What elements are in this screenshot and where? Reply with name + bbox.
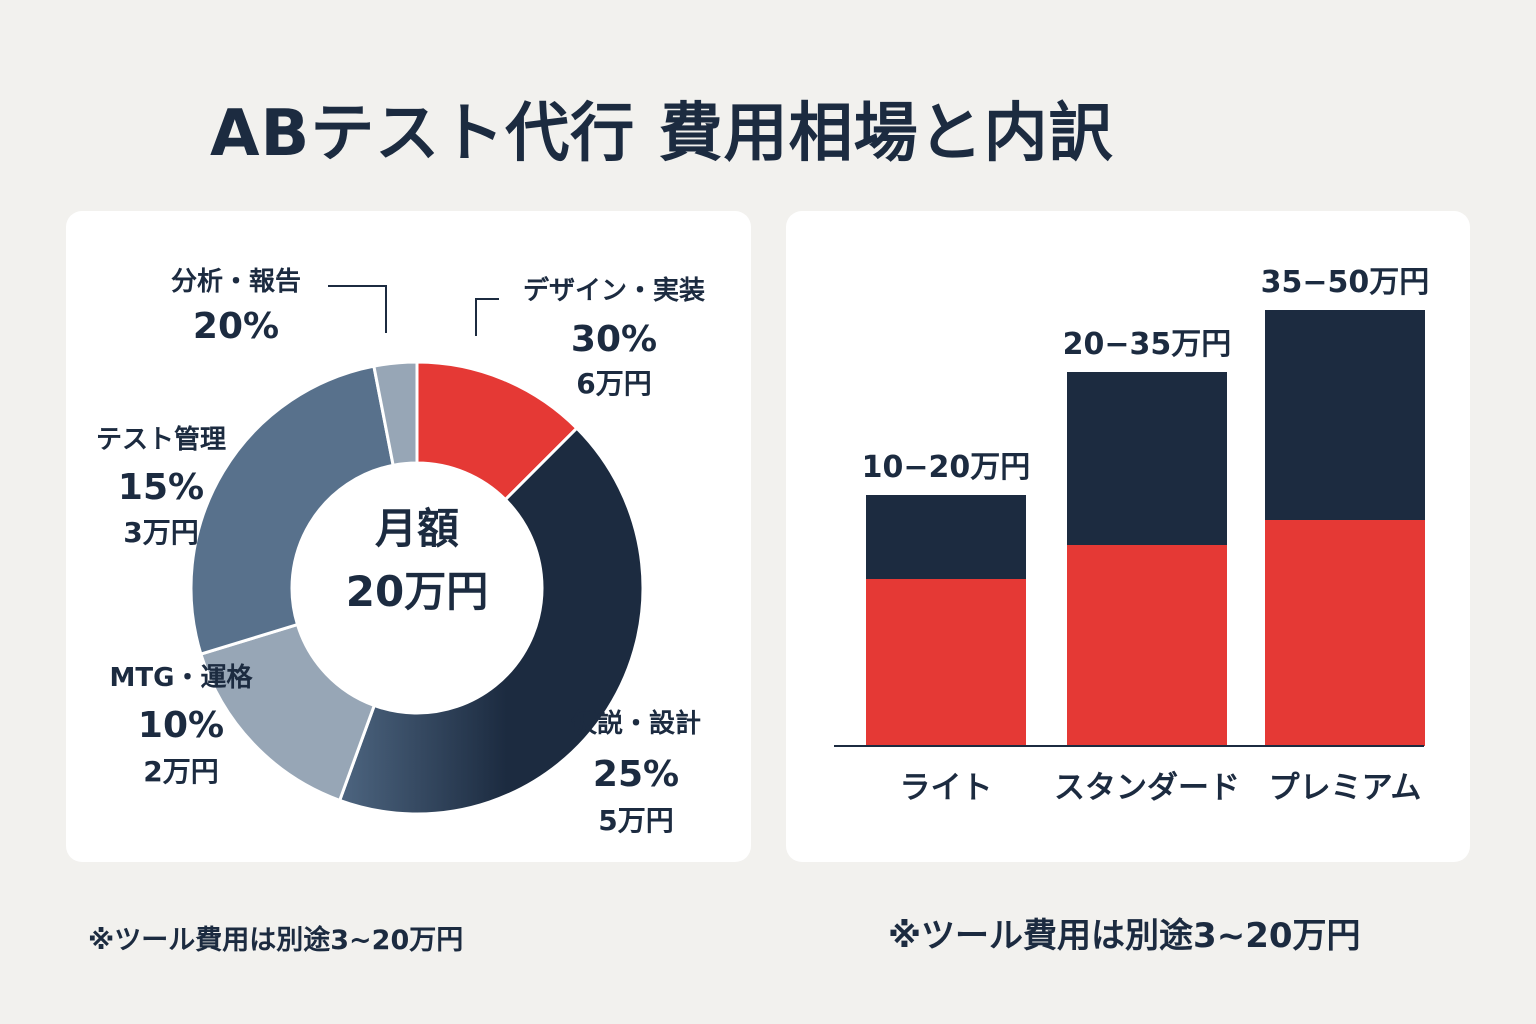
bar-premium-upper [1265,310,1425,520]
slice-percent-mtg: 10% [138,705,224,746]
bar-range-label-premium: 35−50万円 [1261,265,1430,300]
donut-slice-mtg [199,622,377,803]
slice-amount-hypothesis-design: 5万円 [598,804,673,837]
donut-slice-hypothesis-design [337,426,645,816]
donut-slice-test-mgmt [189,364,395,656]
slice-label-hypothesis-design: 仮説・設計 [570,708,701,739]
donut-chart-card: デザイン・実装 30% 6万円仮説・設計 25% 5万円 MTG・運格 10% 2万円 テスト管… [66,211,751,862]
bar-standard-lower [1067,545,1227,746]
footnote-right: ※ツール費用は別途3~20万円 [888,916,1361,956]
slice-label-test-mgmt: テスト管理 [96,425,226,455]
slice-percent-test-mgmt: 15% [118,467,204,508]
slice-percent-hypothesis-design: 25% [593,754,679,795]
bar-standard-upper [1067,372,1227,545]
bar-lite-lower [866,579,1026,746]
page-title: ABテスト代行 費用相場と内訳 [210,97,1114,171]
leader-line-analysis-report [328,285,387,333]
bar-premium-lower [1265,520,1425,746]
donut-slice-analysis-report [372,360,419,468]
bar-chart-card: 10−20万円 20−35万円 35−50万円 ライト スタンダード プレミアム [786,211,1470,862]
slice-label-analysis-report: 分析・報告 [171,267,301,297]
leader-line-design-impl [475,298,499,336]
footnote-left: ※ツール費用は別途3~20万円 [88,925,464,956]
slice-amount-design-impl: 6万円 [576,367,651,400]
bar-range-label-lite: 10−20万円 [862,450,1031,485]
slice-amount-mtg: 2万円 [143,755,218,788]
stacked-bar-chart: 10−20万円 20−35万円 35−50万円 ライト スタンダード プレミアム [834,265,1430,806]
slice-percent-design-impl: 30% [571,319,657,360]
slice-percent-analysis-report: 20% [193,306,279,347]
donut-center-label-monthly: 月額 [375,504,459,553]
donut-center-label-amount: 20万円 [346,567,488,616]
bar-range-label-standard: 20−35万円 [1063,327,1232,362]
bar-category-label-lite: ライト [900,770,993,806]
slice-label-mtg: MTG・運格 [110,662,254,693]
bar-category-label-standard: スタンダード [1054,770,1240,806]
slice-amount-test-mgmt: 3万円 [123,516,198,549]
slice-label-design-impl: デザイン・実装 [523,275,705,306]
bar-lite-upper [866,495,1026,579]
bar-category-label-premium: プレミアム [1269,770,1422,806]
